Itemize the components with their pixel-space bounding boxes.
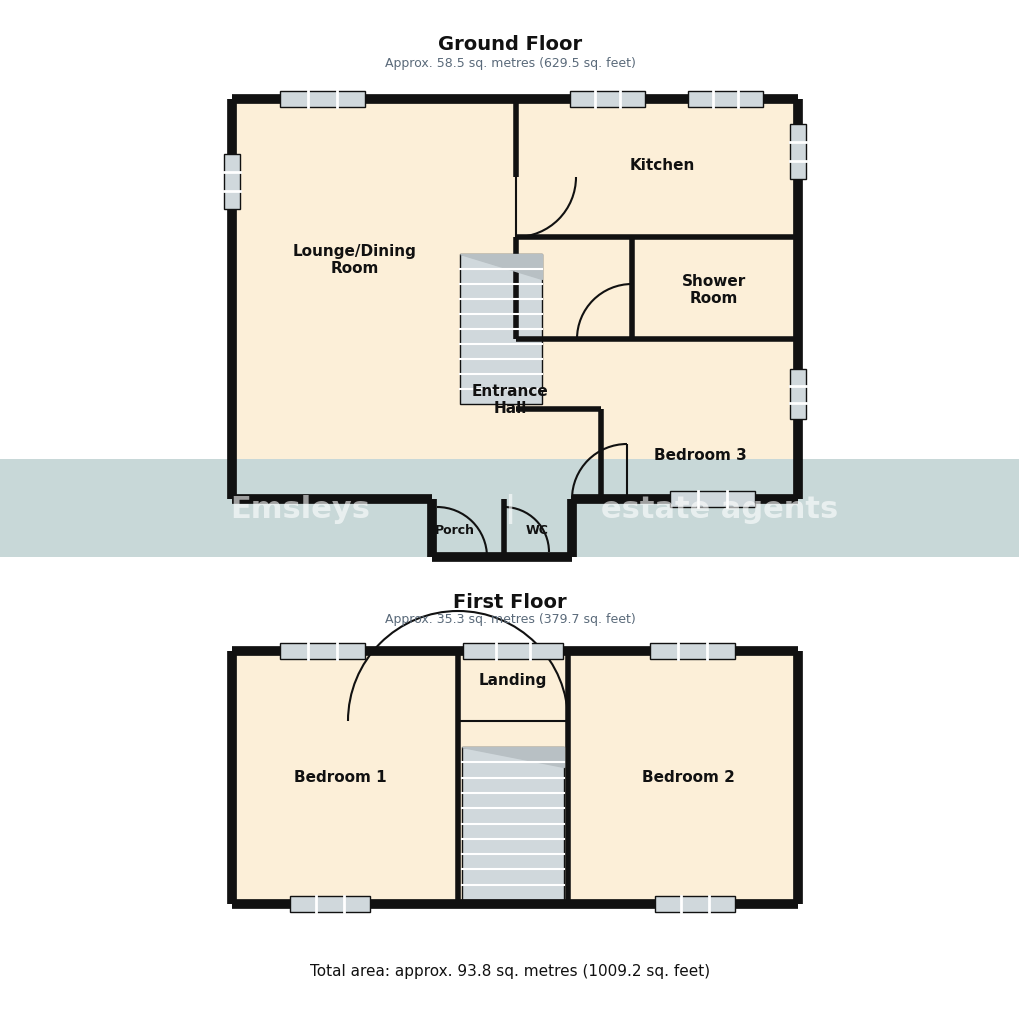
Bar [231, 651, 797, 904]
Bar [280, 92, 365, 108]
Bar [688, 92, 762, 108]
Text: Bedroom 3: Bedroom 3 [653, 447, 746, 462]
Bar [649, 643, 735, 659]
Bar [432, 499, 572, 557]
Polygon shape [460, 255, 541, 280]
Bar [790, 125, 805, 179]
Bar [570, 92, 644, 108]
Text: Porch: Porch [434, 523, 475, 536]
Bar [289, 896, 370, 912]
Bar [289, 896, 370, 912]
Bar [790, 370, 805, 420]
Bar [463, 643, 562, 659]
Text: Emsleys: Emsleys [229, 494, 370, 523]
Bar [669, 491, 754, 507]
Bar [224, 155, 239, 210]
Text: Total area: approx. 93.8 sq. metres (1009.2 sq. feet): Total area: approx. 93.8 sq. metres (100… [310, 964, 709, 978]
Bar [649, 643, 735, 659]
Bar [224, 155, 239, 210]
Bar [654, 896, 735, 912]
Bar [790, 370, 805, 420]
Text: Ground Floor: Ground Floor [437, 36, 582, 54]
Bar [463, 643, 562, 659]
Bar [654, 896, 735, 912]
Bar [460, 255, 541, 405]
Text: Landing: Landing [478, 672, 546, 687]
Bar [280, 643, 365, 659]
Text: Bedroom 1: Bedroom 1 [293, 769, 386, 785]
Text: Shower
Room: Shower Room [682, 273, 745, 306]
Text: Approx. 35.3 sq. metres (379.7 sq. feet): Approx. 35.3 sq. metres (379.7 sq. feet) [384, 612, 635, 626]
Text: Bedroom 2: Bedroom 2 [641, 769, 734, 785]
Bar [280, 92, 365, 108]
Text: WC: WC [525, 523, 548, 536]
Text: Approx. 58.5 sq. metres (629.5 sq. feet): Approx. 58.5 sq. metres (629.5 sq. feet) [384, 56, 635, 69]
Bar [460, 255, 541, 405]
Text: estate agents: estate agents [601, 494, 838, 523]
Text: First Floor: First Floor [452, 592, 567, 611]
Bar [462, 747, 564, 900]
Text: |: | [504, 493, 515, 524]
Text: Entrance
Hall: Entrance Hall [471, 383, 548, 416]
Text: Kitchen: Kitchen [629, 157, 694, 172]
Bar [570, 92, 644, 108]
Polygon shape [462, 747, 564, 767]
Bar [669, 491, 754, 507]
Bar [0, 460, 1019, 557]
Text: Lounge/Dining
Room: Lounge/Dining Room [292, 244, 417, 276]
Bar [688, 92, 762, 108]
Bar [231, 100, 797, 499]
Bar [280, 643, 365, 659]
Bar [790, 125, 805, 179]
Bar [462, 747, 564, 900]
